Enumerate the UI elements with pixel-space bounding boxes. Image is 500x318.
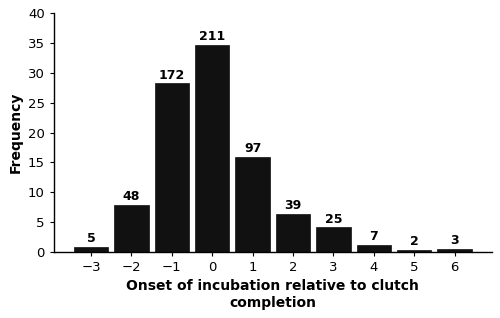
Bar [276,214,310,252]
Text: 3: 3 [450,234,459,247]
Bar [154,83,189,252]
Bar [114,205,148,252]
Bar [74,247,108,252]
X-axis label: Onset of incubation relative to clutch
completion: Onset of incubation relative to clutch c… [126,280,419,310]
Text: 39: 39 [284,199,302,212]
Text: 25: 25 [324,213,342,225]
Bar [356,245,391,252]
Text: 7: 7 [370,230,378,243]
Text: 2: 2 [410,235,418,248]
Bar [397,250,432,252]
Bar [438,249,472,252]
Y-axis label: Frequency: Frequency [8,92,22,173]
Text: 5: 5 [86,232,96,245]
Text: 211: 211 [199,31,226,44]
Text: 172: 172 [158,69,185,82]
Bar [316,227,350,252]
Text: 48: 48 [122,190,140,203]
Bar [195,45,230,252]
Bar [236,157,270,252]
Text: 97: 97 [244,142,262,155]
